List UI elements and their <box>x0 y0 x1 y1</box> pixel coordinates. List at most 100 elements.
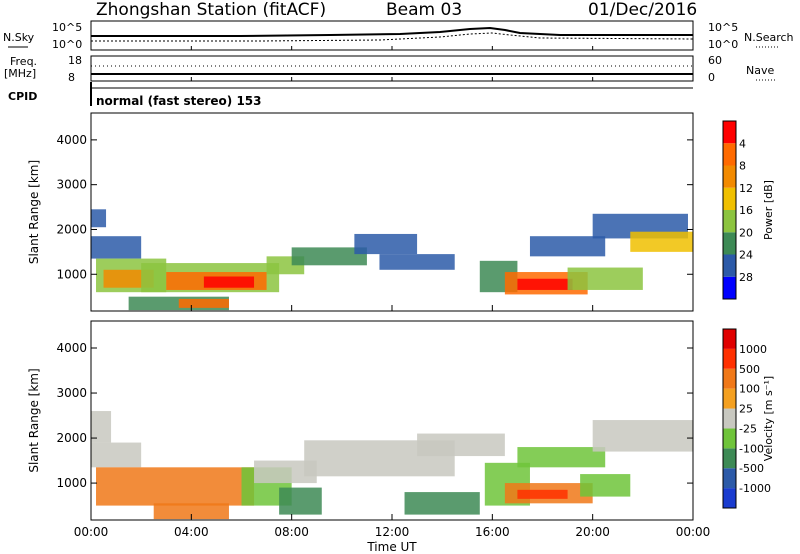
velocity-colorbar-tick-3: 25 <box>739 403 753 416</box>
power-region-19 <box>630 231 693 252</box>
power-colorbar-tick-4: 20 <box>739 226 753 239</box>
noise-sky-label: N.Sky <box>3 31 35 44</box>
power-colorbar-swatch-3 <box>723 210 736 233</box>
velocity-colorbar-tick-0: 1000 <box>739 343 767 356</box>
time-tick-label-2: 08:00 <box>274 525 309 539</box>
freq-right-tick-bottom: 0 <box>708 71 715 84</box>
power-colorbar-swatch-4 <box>723 187 736 210</box>
power-colorbar-frame <box>722 120 737 300</box>
cpid-label: CPID <box>8 90 37 103</box>
velocity-colorbar-swatch-8 <box>723 329 736 349</box>
noise-search-label: N.Search <box>744 31 794 44</box>
freq-panel: Freq. [MHz] 18 8 60 0 Nave <box>4 54 776 84</box>
velocity-colorbar-tick-4: -25 <box>739 422 757 435</box>
date-title: 01/Dec/2016 <box>588 0 698 20</box>
power-region-1 <box>91 236 142 259</box>
velocity-colorbar-tick-7: -1000 <box>739 482 771 495</box>
freq-right-tick-top: 60 <box>708 54 722 67</box>
velocity-ytick-label-2000: 2000 <box>56 431 87 445</box>
power-colorbar-tick-3: 16 <box>739 204 753 217</box>
noise-sky-line <box>91 26 693 37</box>
velocity-colorbar-swatch-3 <box>723 428 736 449</box>
noise-left-tick-top: 10^5 <box>52 21 82 34</box>
velocity-colorbar-tick-1: 500 <box>739 363 760 376</box>
power-colorbar-label: Power [dB] <box>762 180 775 240</box>
velocity-region-0 <box>91 411 112 443</box>
noise-right-tick-top: 10^5 <box>708 21 738 34</box>
power-region-3 <box>103 269 154 288</box>
time-tick-label-1: 04:00 <box>174 525 209 539</box>
power-region-12 <box>379 254 455 270</box>
velocity-region-3 <box>153 503 229 520</box>
noise-search-line <box>91 32 694 42</box>
velocity-colorbar-swatch-1 <box>723 468 736 489</box>
velocity-colorbar-tick-2: 100 <box>739 383 760 396</box>
power-colorbar-swatch-1 <box>723 254 736 277</box>
x-axis-label: Time UT <box>366 540 417 554</box>
velocity-region-12 <box>517 489 568 499</box>
velocity-colorbar-swatch-0 <box>723 488 736 508</box>
power-region-16 <box>567 267 643 290</box>
velocity-ylabel: Slant Range [km] <box>27 368 41 472</box>
power-colorbar-swatch-6 <box>723 143 736 166</box>
power-ytick-label-1000: 1000 <box>56 267 87 281</box>
velocity-region-14 <box>517 447 606 468</box>
power-region-8 <box>178 298 229 308</box>
velocity-region-6 <box>254 460 317 484</box>
velocity-region-1 <box>91 442 142 468</box>
heatmap-panels: 1000 2000 3000 4000 Slant Range [km] 4 8 12 16 20… <box>27 112 775 521</box>
velocity-ytick-label-3000: 3000 <box>56 386 87 400</box>
power-colorbar-swatch-0 <box>723 276 736 299</box>
time-axis: 00:00 04:00 08:00 12:00 16:00 20:00 00:00 <box>74 46 711 539</box>
power-panel: 1000 2000 3000 4000 Slant Range [km] 4 8 12 16 20… <box>27 112 775 312</box>
velocity-region-15 <box>592 420 693 452</box>
velocity-colorbar-swatch-5 <box>723 388 736 409</box>
power-colorbar-tick-5: 24 <box>739 249 753 262</box>
power-region-0 <box>91 209 107 228</box>
velocity-region-5 <box>279 487 322 515</box>
time-tick-label-6: 00:00 <box>676 525 711 539</box>
time-tick-label-3: 12:00 <box>375 525 410 539</box>
power-colorbar-tick-2: 12 <box>739 182 753 195</box>
power-colorbar-swatch-5 <box>723 165 736 188</box>
freq-left-tick-top: 18 <box>68 54 82 67</box>
beam-title: Beam 03 <box>386 0 463 20</box>
power-ytick-label-2000: 2000 <box>56 222 87 236</box>
velocity-panel: 1000 2000 3000 4000 Slant Range [km] 1000 500 1… <box>27 320 775 521</box>
velocity-colorbar-tick-5: -100 <box>739 442 764 455</box>
cpid-value: normal (fast stereo) 153 <box>96 94 262 108</box>
power-region-6 <box>203 276 255 288</box>
nave-label: Nave <box>746 64 774 77</box>
velocity-colorbar: 1000 500 100 25 -25 -100 -500 -1000 Velocity [m … <box>722 328 775 509</box>
velocity-colorbar-label: Velocity [m s⁻¹] <box>762 376 775 461</box>
velocity-region-13 <box>580 474 631 497</box>
noise-left-tick-bottom: 10^0 <box>52 38 82 51</box>
power-region-10 <box>291 247 367 266</box>
velocity-region-9 <box>404 492 480 515</box>
freq-left-tick-bottom: 8 <box>68 71 75 84</box>
velocity-colorbar-swatch-7 <box>723 348 736 369</box>
time-tick-label-0: 00:00 <box>74 525 109 539</box>
velocity-colorbar-swatch-2 <box>723 448 736 469</box>
velocity-ytick-label-4000: 4000 <box>56 341 87 355</box>
noise-right-tick-bottom: 10^0 <box>708 38 738 51</box>
velocity-colorbar-swatch-4 <box>723 408 736 429</box>
power-ylabel: Slant Range [km] <box>27 160 41 264</box>
freq-label-bottom: [MHz] <box>4 67 36 80</box>
velocity-region-2 <box>96 467 255 506</box>
velocity-colorbar-frame <box>722 328 737 509</box>
power-colorbar-tick-0: 4 <box>739 137 746 150</box>
power-colorbar-swatch-2 <box>723 232 736 255</box>
power-colorbar-swatch-7 <box>723 121 736 144</box>
velocity-colorbar-swatch-6 <box>723 368 736 389</box>
time-tick-label-4: 16:00 <box>475 525 510 539</box>
time-tick-label-5: 20:00 <box>575 525 610 539</box>
velocity-region-8 <box>417 433 505 457</box>
freq-label-top: Freq. <box>10 55 37 68</box>
power-region-17 <box>529 236 606 257</box>
power-colorbar-tick-6: 28 <box>739 271 753 284</box>
velocity-colorbar-tick-6: -500 <box>739 462 764 475</box>
power-colorbar: 4 8 12 16 20 24 28 Power [dB] <box>722 120 775 300</box>
